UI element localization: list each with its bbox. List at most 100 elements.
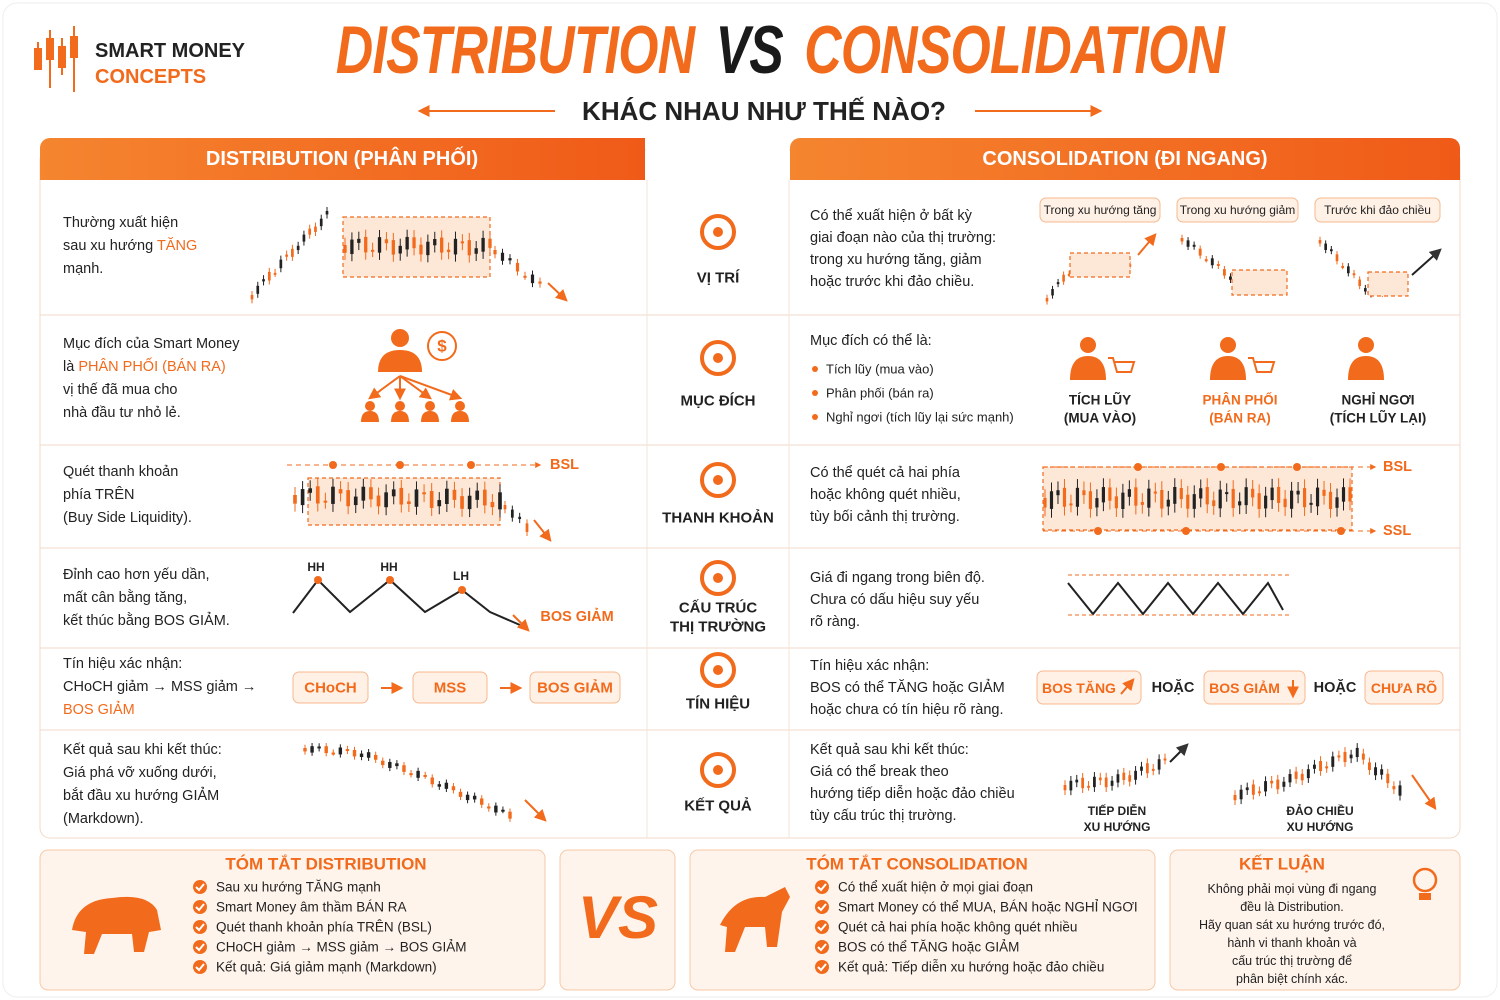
right-text: Chưa có dấu hiệu suy yếu — [810, 591, 980, 608]
candle-body — [1238, 501, 1242, 506]
candle-body — [359, 753, 364, 758]
candle-body — [319, 218, 323, 227]
bullet-text: Phân phối (bán ra) — [826, 385, 934, 401]
conclusion-text: phân biệt chính xác. — [1236, 971, 1348, 986]
left-text: Đỉnh cao hơn yếu dần, — [63, 568, 210, 583]
left-text-segment: TĂNG — [156, 237, 198, 254]
right-text: Mục đích có thể là: — [810, 332, 932, 349]
candle-body — [1204, 259, 1208, 262]
candle-body — [501, 809, 505, 812]
bullet — [812, 366, 818, 372]
left-text: (Markdown). — [63, 812, 144, 827]
candle-body — [315, 486, 320, 504]
candle-body — [324, 746, 328, 754]
row-icon — [700, 214, 736, 250]
header-bar — [790, 138, 1460, 180]
candle-body — [452, 489, 457, 500]
bulb-icon — [1412, 867, 1438, 893]
candle-body — [1386, 773, 1390, 784]
left-text: kết thúc bằng BOS GIẢM. — [63, 614, 230, 629]
candle-body — [1051, 289, 1054, 296]
flow-box — [529, 671, 621, 704]
swing-point — [314, 576, 322, 584]
left-text-segment: nhà đầu tư nhỏ lẻ. — [63, 404, 181, 421]
candle-body — [1192, 494, 1196, 509]
row-icon — [713, 353, 723, 363]
candle-body — [1045, 298, 1049, 302]
candle-body — [474, 248, 478, 254]
summary-box — [689, 849, 1156, 991]
candle-body — [487, 806, 491, 809]
candle-body — [370, 249, 375, 252]
right-text: tùy cấu trúc thị trường. — [810, 807, 957, 824]
left-text: vị thế đã mua cho — [63, 383, 177, 398]
row-icon — [713, 665, 723, 675]
left-text-segment: CHoCH giảm → MSS giảm → — [63, 678, 257, 695]
candle-body — [1282, 781, 1286, 787]
candle-body — [1257, 791, 1261, 794]
option-text: BOS GIẢM — [1209, 680, 1280, 696]
left-text-segment: Thường xuất hiện — [63, 214, 179, 231]
logo-text: CONCEPTS — [95, 66, 207, 88]
candle-body — [302, 234, 306, 242]
candle-body — [1231, 488, 1235, 508]
row-icon — [700, 560, 736, 596]
candle-body — [262, 279, 265, 282]
candle-body — [1257, 493, 1261, 509]
candle-body — [381, 760, 385, 766]
summary-item: Quét cả hai phía hoặc không quét nhiều — [838, 919, 1078, 935]
candle-body — [1116, 774, 1120, 783]
candle-body — [1312, 764, 1316, 769]
right-text: Giá có thể break theo — [810, 763, 949, 780]
range-box — [342, 216, 491, 278]
candle-body — [426, 241, 430, 256]
row-icon — [700, 462, 736, 498]
check — [193, 960, 207, 974]
left-text: Giá phá vỡ xuống dưới, — [63, 766, 217, 781]
left-text-segment: bắt đầu xu hướng GIẢM — [63, 787, 220, 804]
candle-body — [508, 258, 512, 261]
candle-body — [437, 784, 442, 787]
sweep-point — [1134, 463, 1142, 471]
left-text-segment: vị thế đã mua cho — [63, 381, 178, 398]
candle-body — [407, 501, 411, 505]
right-text: giai đoạn nào của thị trường: — [810, 229, 997, 246]
candle-body — [1322, 489, 1326, 496]
row-label: TÍN HIỆU — [685, 695, 751, 713]
candle-body — [343, 245, 347, 253]
candle-body — [1114, 496, 1118, 509]
candle-body — [1198, 248, 1202, 256]
candle-body — [317, 746, 321, 749]
candle-body — [1264, 781, 1268, 792]
candle-body — [500, 252, 505, 261]
left-text: Quét thanh khoản — [63, 465, 178, 480]
left-text-segment: mạnh. — [63, 260, 104, 277]
outcome-label: ĐẢO CHIỀU — [1286, 804, 1354, 818]
conclusion-text: Hãy quan sát xu hướng trước đó, — [1199, 917, 1385, 932]
row-label: MỤC ĐÍCH — [680, 392, 756, 410]
candle-body — [482, 489, 487, 506]
check — [815, 940, 829, 954]
arrow — [1169, 743, 1189, 763]
summary-item: Kết quả: Giá giảm mạnh (Markdown) — [216, 959, 437, 975]
candle-body — [481, 237, 485, 252]
candle-body — [1244, 487, 1248, 506]
candle-body — [1128, 775, 1132, 782]
left-text: bắt đầu xu hướng GIẢM — [63, 789, 219, 804]
candle-body — [310, 746, 314, 753]
summary-item: CHoCH giảm → MSS giảm → BOS GIẢM — [216, 939, 467, 955]
candle-body — [1218, 489, 1222, 509]
candle-body — [460, 496, 464, 509]
candle-body — [345, 749, 350, 752]
check — [193, 880, 207, 894]
candle-body — [433, 239, 437, 246]
candle-body — [1296, 490, 1300, 495]
candle-body — [518, 516, 522, 520]
candle-body — [1335, 254, 1339, 262]
role-icon — [1070, 356, 1106, 380]
role-icon — [1220, 337, 1236, 353]
right-text: hoặc trước khi đảo chiều. — [810, 273, 975, 290]
candle-body — [458, 791, 463, 797]
outcome-label: TIẾP DIỄN — [1087, 804, 1147, 818]
